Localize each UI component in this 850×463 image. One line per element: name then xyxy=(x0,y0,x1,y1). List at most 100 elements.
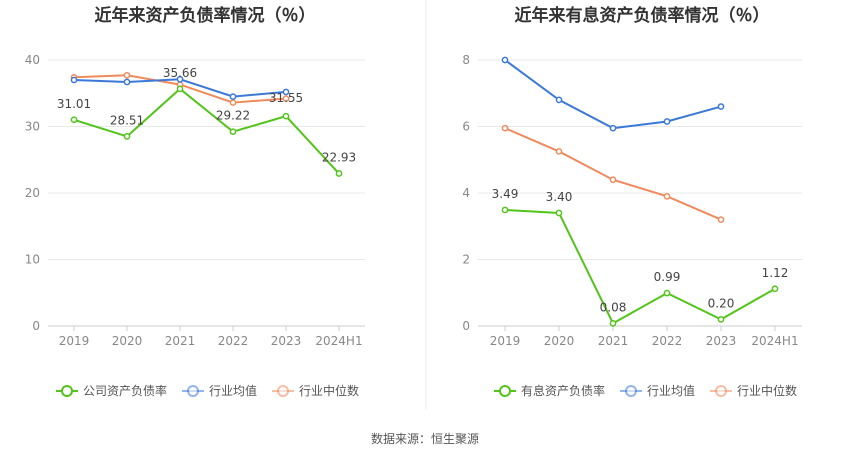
y-axis: 0 10 20 30 40 xyxy=(25,53,40,333)
legend-item-industry-mean[interactable]: 行业均值 xyxy=(182,383,257,398)
data-point[interactable] xyxy=(123,133,131,140)
data-point[interactable] xyxy=(555,96,563,104)
legend-label: 行业均值 xyxy=(209,383,257,398)
series-line-company xyxy=(504,208,776,325)
data-point[interactable] xyxy=(335,170,343,177)
data-point[interactable] xyxy=(663,118,671,125)
data-point[interactable] xyxy=(176,75,184,83)
data-label: 3.49 xyxy=(492,187,519,201)
series-group: 3.49 3.40 0.08 0.99 0.20 1.12 xyxy=(492,56,789,327)
x-tick-label: 2024H1 xyxy=(751,334,798,348)
data-point[interactable] xyxy=(123,71,131,79)
x-tick-label: 2022 xyxy=(218,334,249,348)
y-tick-label: 4 xyxy=(462,186,470,200)
legend-marker xyxy=(499,385,511,397)
legend: 有息资产负债率 行业均值 行业中位数 xyxy=(494,383,797,398)
legend-label: 行业中位数 xyxy=(737,383,797,398)
x-tick-label: 2019 xyxy=(490,334,521,348)
data-point[interactable] xyxy=(229,93,237,100)
data-label: 0.20 xyxy=(708,296,735,310)
data-label: 31.55 xyxy=(269,91,303,105)
y-tick-label: 8 xyxy=(462,53,470,67)
data-point[interactable] xyxy=(555,148,563,155)
data-point[interactable] xyxy=(663,192,671,200)
data-point[interactable] xyxy=(70,76,78,84)
data-point[interactable] xyxy=(282,88,290,96)
data-point[interactable] xyxy=(70,116,78,124)
x-axis: 2019 2020 2021 2022 2023 2024H1 xyxy=(490,326,799,348)
x-tick-label: 2024H1 xyxy=(315,334,362,348)
x-tick-label: 2023 xyxy=(706,334,737,348)
legend-marker xyxy=(61,385,73,397)
x-tick-label: 2023 xyxy=(271,334,302,348)
y-tick-label: 30 xyxy=(25,120,40,134)
data-label: 3.40 xyxy=(546,190,573,204)
data-label: 22.93 xyxy=(322,151,356,165)
series-line-company xyxy=(73,87,340,175)
y-tick-label: 10 xyxy=(25,253,40,267)
y-axis: 0 2 4 6 8 xyxy=(462,53,470,333)
series-line-industry-median xyxy=(504,127,722,221)
data-point[interactable] xyxy=(501,124,509,132)
chart-debt-ratio: 近年来资产负债率情况（％） 0 10 20 30 40 2019 2020 2021 2022… xyxy=(25,5,365,398)
data-point[interactable] xyxy=(717,103,725,110)
series-line-industry-mean xyxy=(504,59,722,130)
y-tick-label: 6 xyxy=(462,120,470,134)
y-grid xyxy=(48,59,365,327)
data-point[interactable] xyxy=(229,99,237,106)
x-tick-label: 2020 xyxy=(112,334,143,348)
legend-item-industry-median[interactable]: 行业中位数 xyxy=(710,383,797,398)
legend-label: 有息资产负债率 xyxy=(521,383,605,398)
data-point[interactable] xyxy=(123,78,131,86)
legend-item-industry-median[interactable]: 行业中位数 xyxy=(272,383,359,398)
y-tick-label: 2 xyxy=(462,253,470,267)
y-tick-label: 0 xyxy=(32,319,40,333)
legend-label: 行业中位数 xyxy=(299,383,359,398)
legend-label: 行业均值 xyxy=(647,383,695,398)
y-tick-label: 0 xyxy=(462,319,470,333)
legend-marker xyxy=(187,385,199,397)
x-tick-label: 2020 xyxy=(544,334,575,348)
x-tick-label: 2021 xyxy=(165,334,196,348)
legend-item-industry-mean[interactable]: 行业均值 xyxy=(620,383,695,398)
data-point[interactable] xyxy=(609,124,617,132)
data-point[interactable] xyxy=(663,289,671,297)
legend-marker xyxy=(715,385,727,397)
chart-title: 近年来资产负债率情况（％） xyxy=(95,5,316,26)
legend-marker xyxy=(625,385,637,397)
legend-item-company[interactable]: 有息资产负债率 xyxy=(494,383,605,398)
data-point[interactable] xyxy=(717,216,725,223)
data-point[interactable] xyxy=(282,112,290,120)
data-point[interactable] xyxy=(609,319,617,327)
data-point[interactable] xyxy=(501,206,509,214)
data-point[interactable] xyxy=(282,95,290,102)
y-tick-label: 20 xyxy=(25,186,40,200)
data-point[interactable] xyxy=(501,56,509,64)
data-label: 31.01 xyxy=(57,97,91,111)
x-tick-label: 2019 xyxy=(59,334,90,348)
y-tick-label: 40 xyxy=(25,53,40,67)
data-point[interactable] xyxy=(176,85,184,93)
data-point[interactable] xyxy=(609,176,617,184)
data-label: 1.12 xyxy=(762,266,789,280)
series-group: 31.01 28.51 35.66 29.22 31.55 22.93 xyxy=(57,66,356,177)
data-point[interactable] xyxy=(555,209,563,217)
x-axis: 2019 2020 2021 2022 2023 2024H1 xyxy=(59,326,363,348)
x-tick-label: 2022 xyxy=(652,334,683,348)
data-label: 0.99 xyxy=(654,270,681,284)
data-label: 28.51 xyxy=(110,113,144,127)
legend-label: 公司资产负债率 xyxy=(83,383,167,398)
y-grid xyxy=(478,59,802,327)
x-tick-label: 2021 xyxy=(598,334,629,348)
source-note: 数据来源：恒生聚源 xyxy=(371,431,479,446)
chart-title: 近年来有息资产负债率情况（％） xyxy=(515,5,770,26)
data-point[interactable] xyxy=(771,285,779,293)
legend-marker xyxy=(277,385,289,397)
legend: 公司资产负债率 行业均值 行业中位数 xyxy=(56,383,359,398)
data-label: 0.08 xyxy=(600,300,627,314)
data-point[interactable] xyxy=(229,128,237,136)
legend-item-company[interactable]: 公司资产负债率 xyxy=(56,383,167,398)
data-point[interactable] xyxy=(717,316,725,323)
